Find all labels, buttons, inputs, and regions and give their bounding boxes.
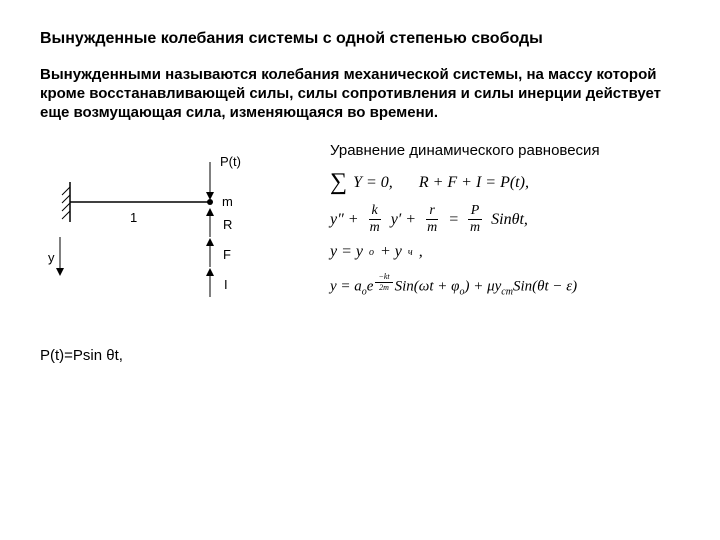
- label-one: 1: [130, 210, 137, 225]
- eq3-mid: + y: [380, 243, 402, 261]
- eq2-ypp: y″ +: [330, 211, 359, 229]
- eq3-p1: y = y: [330, 243, 363, 261]
- frac-k-m-num: k: [369, 204, 381, 220]
- label-r: R: [223, 217, 232, 232]
- frac-p-m-num: P: [468, 204, 483, 220]
- label-p: P(t): [220, 154, 241, 169]
- equation-ode: y″ + k m y′ + r m = P m Sinθt,: [330, 204, 680, 235]
- label-i: I: [224, 277, 228, 292]
- ef-exp-num: −kt: [375, 273, 392, 283]
- equation-solution: y = aoe−kt2mSin(ωt + φo) + μyстSin(θt − …: [330, 273, 680, 298]
- eq1-y: Y = 0,: [353, 174, 393, 192]
- equation-y-split: y = y o + y ч,: [330, 243, 680, 261]
- ef-p1: y = a: [330, 279, 362, 295]
- eq1-rest: R + F + I = P(t),: [419, 174, 529, 192]
- eq2-eq: =: [448, 211, 459, 229]
- sigma-symbol: ∑: [330, 169, 347, 196]
- definition-text: Вынужденными называются колебания механи…: [40, 66, 680, 122]
- right-column: Уравнение динамического равновесия ∑ Y =…: [330, 142, 680, 364]
- ef-exp-den: 2m: [376, 283, 392, 292]
- frac-k-m-den: m: [367, 220, 383, 235]
- eq3-tail: ,: [419, 243, 423, 261]
- label-y: y: [48, 250, 55, 265]
- frac-r-m-num: r: [426, 204, 437, 220]
- label-m: m: [222, 194, 233, 209]
- ef-p5: Sin(θt − ε): [513, 279, 577, 295]
- left-column: P(t) m R F I y 1 P(t)=Psin θt,: [40, 142, 300, 364]
- frac-r-m-den: m: [424, 220, 440, 235]
- equation-sum: ∑ Y = 0, R + F + I = P(t),: [330, 169, 680, 196]
- eq2-yp: y′ +: [391, 211, 416, 229]
- frac-k-m: k m: [367, 204, 383, 235]
- label-f: F: [223, 247, 231, 262]
- page-title: Вынужденные колебания системы с одной ст…: [40, 30, 680, 48]
- ef-p4: ) + μy: [464, 279, 501, 295]
- equations-heading: Уравнение динамического равновесия: [330, 142, 680, 161]
- frac-r-m: r m: [424, 204, 440, 235]
- formula-p-of-t: P(t)=Psin θt,: [40, 347, 300, 364]
- ef-exp: −kt2m: [373, 277, 394, 287]
- frac-p-m: P m: [467, 204, 483, 235]
- eq3-sub2: ч: [408, 247, 413, 258]
- beam-diagram: P(t) m R F I y 1: [40, 142, 300, 322]
- eq3-sub1: o: [369, 247, 374, 258]
- frac-p-m-den: m: [467, 220, 483, 235]
- diagram-svg: [40, 142, 300, 322]
- ef-p3: Sin(ωt + φ: [395, 279, 460, 295]
- ef-sub-st: ст: [501, 287, 513, 298]
- content-row: P(t) m R F I y 1 P(t)=Psin θt, Уравнение…: [40, 142, 680, 364]
- eq2-tail: Sinθt,: [491, 211, 528, 229]
